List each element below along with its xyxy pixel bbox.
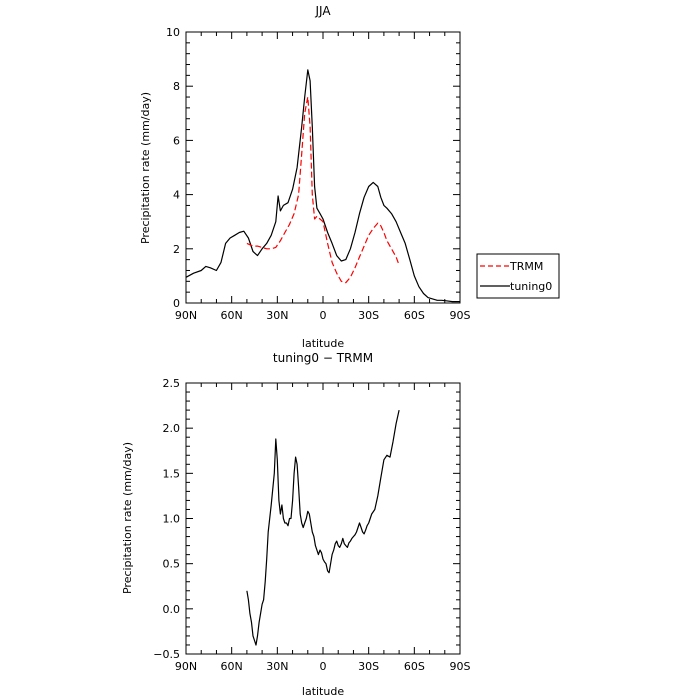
y-tick-label-0-5: 10 <box>166 26 180 39</box>
x-tick-label-0-6: 90S <box>450 309 471 322</box>
x-tick-label-1-0: 90N <box>175 660 197 673</box>
legend-label-tuning0: tuning0 <box>510 280 552 293</box>
legend-box <box>476 253 560 299</box>
y-tick-label-1-1: 0.0 <box>163 603 181 616</box>
x-tick-label-0-3: 0 <box>320 309 327 322</box>
y-tick-label-1-3: 1.0 <box>163 513 181 526</box>
x-tick-label-0-4: 30S <box>358 309 379 322</box>
y-tick-label-0-2: 4 <box>173 189 180 202</box>
x-tick-label-1-4: 30S <box>358 660 379 673</box>
top-legend: TRMM tuning0 <box>476 253 560 299</box>
bottom-y-axis-label: Precipitation rate (mm/day) <box>121 442 134 594</box>
x-tick-label-1-6: 90S <box>450 660 471 673</box>
series-line-0-1 <box>246 96 400 284</box>
legend-label-trmm: TRMM <box>509 260 543 273</box>
x-tick-label-1-3: 0 <box>320 660 327 673</box>
series-line-0-0 <box>185 69 460 303</box>
series-line-1-0 <box>246 409 400 646</box>
x-tick-label-0-1: 60N <box>221 309 243 322</box>
top-y-axis-label: Precipitation rate (mm/day) <box>139 92 152 244</box>
x-tick-label-1-5: 60S <box>404 660 425 673</box>
plot-frame-1 <box>185 382 461 655</box>
y-tick-label-1-0: −0.5 <box>153 648 180 661</box>
bottom-chart-title: tuning0 − TRMM <box>273 351 373 365</box>
y-tick-label-1-4: 1.5 <box>163 467 181 480</box>
x-tick-label-0-0: 90N <box>175 309 197 322</box>
bottom-plot-area: 90N 60N 30N 0 30S 60S 90S −0.5 0.0 0.5 1.0 1.5 2.0 2.… <box>153 377 470 673</box>
y-tick-label-0-1: 2 <box>173 243 180 256</box>
y-tick-label-1-2: 0.5 <box>163 558 181 571</box>
bottom-panel: tuning0 − TRMM 90N 60N 30N 0 30S 60S 90S −0.5 0.… <box>121 351 471 698</box>
x-tick-label-1-2: 30N <box>266 660 288 673</box>
x-tick-label-1-1: 60N <box>221 660 243 673</box>
plot-frame-0 <box>185 31 461 304</box>
y-tick-label-0-0: 0 <box>173 297 180 310</box>
x-tick-label-0-2: 30N <box>266 309 288 322</box>
y-tick-label-0-3: 6 <box>173 134 180 147</box>
top-x-axis-label: latitude <box>302 337 344 350</box>
top-chart-title: JJA <box>314 4 331 18</box>
y-tick-label-0-4: 8 <box>173 80 180 93</box>
top-plot-area: 90N 60N 30N 0 30S 60S 90S 0 2 4 6 8 10 <box>166 26 471 322</box>
y-tick-label-1-5: 2.0 <box>163 422 181 435</box>
y-tick-label-1-6: 2.5 <box>163 377 181 390</box>
bottom-x-axis-label: latitude <box>302 685 344 698</box>
x-tick-label-0-5: 60S <box>404 309 425 322</box>
